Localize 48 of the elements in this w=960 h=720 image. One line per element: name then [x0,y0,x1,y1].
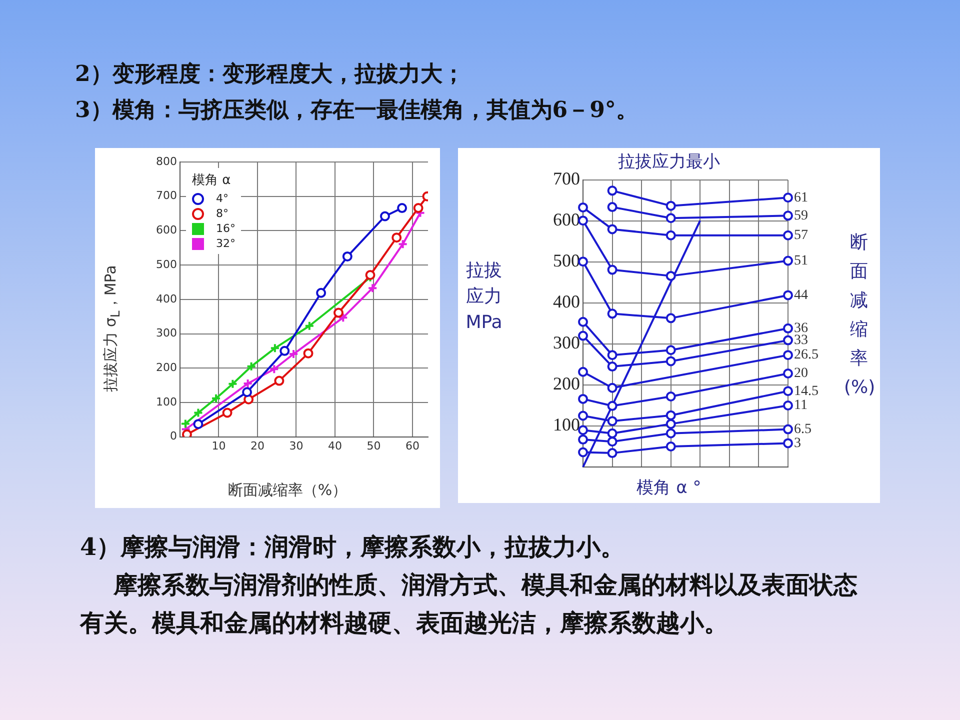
y-tick-label: 0 [170,430,177,443]
y-tick-label: 800 [156,154,177,168]
y-tick-label: 200 [553,374,580,394]
x-tick-label: 40 [328,439,342,452]
y-tick-label: 700 [553,168,580,189]
legend-title: 模角 α [192,172,232,189]
y-tick-label: 100 [553,414,580,435]
x-tick-label: 50 [366,439,381,452]
series-label: 33 [794,332,808,348]
series-label: 6.5 [794,422,812,437]
y-tick-label: 400 [553,292,580,312]
legend-label: 4° [216,191,228,206]
series-label: 61 [794,190,808,206]
series-label: 59 [794,208,808,224]
legend-label: 32° [216,236,236,251]
y-tick-label: 700 [156,189,177,202]
y-tick-label: 100 [156,395,177,408]
series-label: 51 [794,253,808,268]
series-label: 44 [794,288,808,303]
legend-label: 8° [216,206,228,221]
y-tick-label: 600 [156,224,177,237]
series-label: 26.5 [794,348,818,363]
y2-axis-title: 断面减缩率 (%) [844,231,876,400]
x-tick-label: 30 [289,439,304,452]
y-tick-label: 300 [553,332,580,353]
y-tick-label: 200 [156,360,177,374]
series-label: 11 [794,398,808,414]
text: 2）变形程度：变形程度大，拉拔力大； [75,60,466,89]
text: 摩擦系数与润滑剂的性质、润滑方式、模具和金属的材料以及表面状态有关。模具和金属的材料越硬、表面越光洁，摩擦系数越小。 [80,569,859,639]
series-label: 57 [794,228,808,244]
y-tick-label: 600 [553,210,580,230]
chart-title: 拉拔应力最小 [618,152,720,172]
text: 3）模角：与挤压类似，存在一最佳模角，其值为6－9°。 [75,96,638,125]
x-tick-label: 10 [212,439,226,452]
y-tick-label: 500 [553,250,580,271]
x-axis-title: 模角 α ° [636,477,702,499]
legend-label: 16° [216,221,236,236]
y-tick-label: 500 [156,258,177,271]
x-tick-label: 60 [406,439,420,452]
y-tick-label: 300 [156,326,177,340]
series-label: 14.5 [794,384,818,399]
y-tick-label: 400 [156,292,177,306]
x-tick-label: 20 [250,439,264,452]
series-label: 3 [794,436,801,451]
x-axis-title: 断面减缩率（%） [226,481,348,500]
text: 4）摩擦与润滑：润滑时，摩擦系数小，拉拔力小。 [80,531,626,563]
series-label: 20 [794,366,808,382]
y-axis-title: 拉拔应力 MPa [464,259,504,335]
